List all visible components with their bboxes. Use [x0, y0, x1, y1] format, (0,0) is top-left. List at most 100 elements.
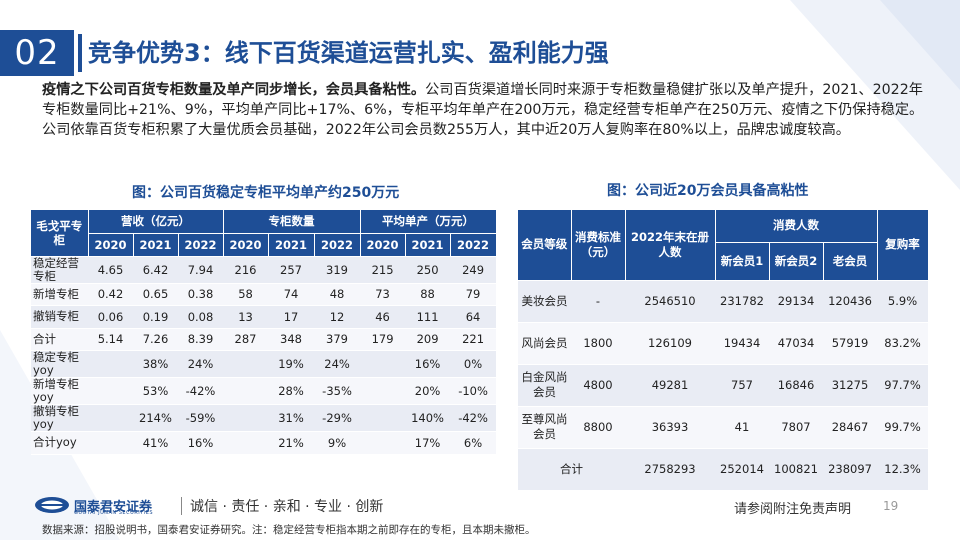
table-cell: 4800 [571, 364, 625, 407]
table-cell: 0.42 [88, 283, 133, 306]
table-cell: 21% [268, 431, 315, 455]
table-cell: 16846 [769, 364, 823, 407]
table-cell: 2546510 [625, 280, 715, 323]
table2-level-header: 会员等级 [518, 210, 572, 281]
table-cell [88, 404, 133, 432]
table-cell: 48 [314, 283, 361, 306]
table-cell: 28% [268, 377, 315, 405]
header-divider [78, 34, 82, 72]
table-cell: 379 [314, 328, 361, 351]
table-cell: 24% [314, 350, 361, 378]
page-number: 19 [883, 499, 899, 513]
table-cell: 7.94 [178, 256, 224, 284]
table-cell [223, 377, 269, 405]
table1-year-header: 2020 [360, 233, 406, 257]
table-cell: 221 [450, 328, 497, 351]
table-cell: 0.06 [88, 305, 133, 329]
table-cell: 38% [133, 350, 178, 378]
table-cell: 216 [223, 256, 269, 284]
table-cell: 97.7% [877, 364, 929, 407]
footer-divider [181, 497, 182, 515]
table-cell: 49281 [625, 364, 715, 407]
table1-group-header: 营收（亿元） [88, 210, 224, 234]
table-cell: 73 [360, 283, 406, 306]
table-cell: 28467 [823, 406, 878, 449]
table-cell: 209 [405, 328, 451, 351]
table-cell: 58 [223, 283, 269, 306]
table-cell: 2758293 [625, 448, 715, 491]
table-row: 美妆会员 -2546510 231782 29134 120436 5.9% [518, 280, 929, 323]
table-cell: 16% [405, 350, 451, 378]
guotai-junan-logo-icon [35, 497, 69, 513]
table-cell: 252014 [715, 448, 769, 491]
table-cell: -42% [178, 377, 224, 405]
table-cell: -59% [178, 404, 224, 432]
table2-standard-header: 消费标准（元） [571, 210, 626, 281]
table1-corner-header: 毛戈平专柜 [31, 210, 89, 257]
table-cell: 12.3% [877, 448, 929, 491]
table-cell: 41 [715, 406, 769, 449]
row-label: 稳定专柜yoy [31, 350, 88, 378]
table-cell [223, 350, 269, 378]
table-cell: 0.65 [133, 283, 178, 306]
row-label: 撤销专柜yoy [31, 404, 88, 432]
table-cell [88, 377, 133, 405]
table-cell: 140% [405, 404, 451, 432]
member-level: 白金风尚会员 [518, 364, 571, 407]
table1-year-header: 2021 [268, 233, 315, 257]
table-cell: 29134 [769, 280, 823, 323]
intro-bold: 疫情之下公司百货专柜数量及单产同步增长，会员具备粘性。 [42, 82, 426, 98]
table2-caption: 图：公司近20万会员具备高粘性 [607, 183, 809, 199]
table-cell: 20% [405, 377, 451, 405]
table-cell: 179 [360, 328, 406, 351]
table-cell [360, 404, 406, 432]
table2-new1-header: 新会员1 [715, 242, 770, 281]
table-cell: 287 [223, 328, 269, 351]
table2-old-header: 老会员 [823, 242, 878, 281]
table2-repurchase-header: 复购率 [877, 210, 929, 281]
table-cell: 120436 [823, 280, 878, 323]
logo-name: 国泰君安证券 [74, 500, 153, 515]
table-cell [223, 431, 269, 455]
table-cell: 16% [178, 431, 224, 455]
table-cell: 126109 [625, 322, 715, 365]
table-cell: 36393 [625, 406, 715, 449]
table-cell: 88 [405, 283, 451, 306]
table-cell: 53% [133, 377, 178, 405]
table-cell: 214% [133, 404, 178, 432]
table-cell: 6.42 [133, 256, 178, 284]
row-label: 稳定经营专柜 [31, 256, 88, 284]
table-cell: 13 [223, 305, 269, 329]
table1-year-header: 2020 [223, 233, 269, 257]
table-row: 风尚会员 1800 126109 19434 47034 57919 83.2% [518, 322, 929, 365]
table-cell: -29% [314, 404, 361, 432]
table1-group-header: 专柜数量 [223, 210, 361, 234]
table1-year-header: 2020 [88, 233, 134, 257]
row-label: 新增专柜yoy [31, 377, 88, 405]
table-cell [360, 377, 406, 405]
table-cell: 31% [268, 404, 315, 432]
table-cell: 319 [314, 256, 361, 284]
table-cell: 0% [450, 350, 497, 378]
table-cell: 41% [133, 431, 178, 455]
table-row: 新增专柜 0.42 0.65 0.38 58 74 48 73 88 79 [31, 283, 497, 306]
intro-paragraph: 疫情之下公司百货专柜数量及单产同步增长，会员具备粘性。公司百货渠道增长同时来源于… [42, 80, 932, 140]
counter-revenue-table: 毛戈平专柜 营收（亿元） 专柜数量 平均单产（万元） 2020 2021 202… [31, 210, 497, 455]
table-cell: 57919 [823, 322, 878, 365]
page-title: 竞争优势3：线下百货渠道运营扎实、盈利能力强 [88, 39, 609, 67]
table-cell: 111 [405, 305, 451, 329]
member-level: 美妆会员 [518, 280, 571, 323]
table-cell [88, 431, 133, 455]
table-row: 合计 5.14 7.26 8.39 287 348 379 179 209 221 [31, 328, 497, 351]
table-cell: 19% [268, 350, 315, 378]
table2-registered-header: 2022年末在册人数 [625, 210, 716, 281]
total-label: 合计 [518, 448, 625, 491]
table-cell: -42% [450, 404, 497, 432]
membership-table: 会员等级 消费标准（元） 2022年末在册人数 消费人数 复购率 新会员1 新会… [518, 210, 929, 491]
table-cell: 5.14 [88, 328, 133, 351]
table1-body: 稳定经营专柜 4.65 6.42 7.94 216 257 319 215 250 249 新增专柜… [31, 256, 497, 455]
table-cell [223, 404, 269, 432]
table2-body: 美妆会员 -2546510 231782 29134 120436 5.9% 风尚会员 180… [518, 280, 929, 491]
data-source-note: 数据来源：招股说明书，国泰君安证券研究。注：稳定经营专柜指本期之前即存在的专柜，… [42, 524, 536, 536]
table-row: 合计yoy 41% 16% 21% 9% 17% 6% [31, 431, 497, 455]
